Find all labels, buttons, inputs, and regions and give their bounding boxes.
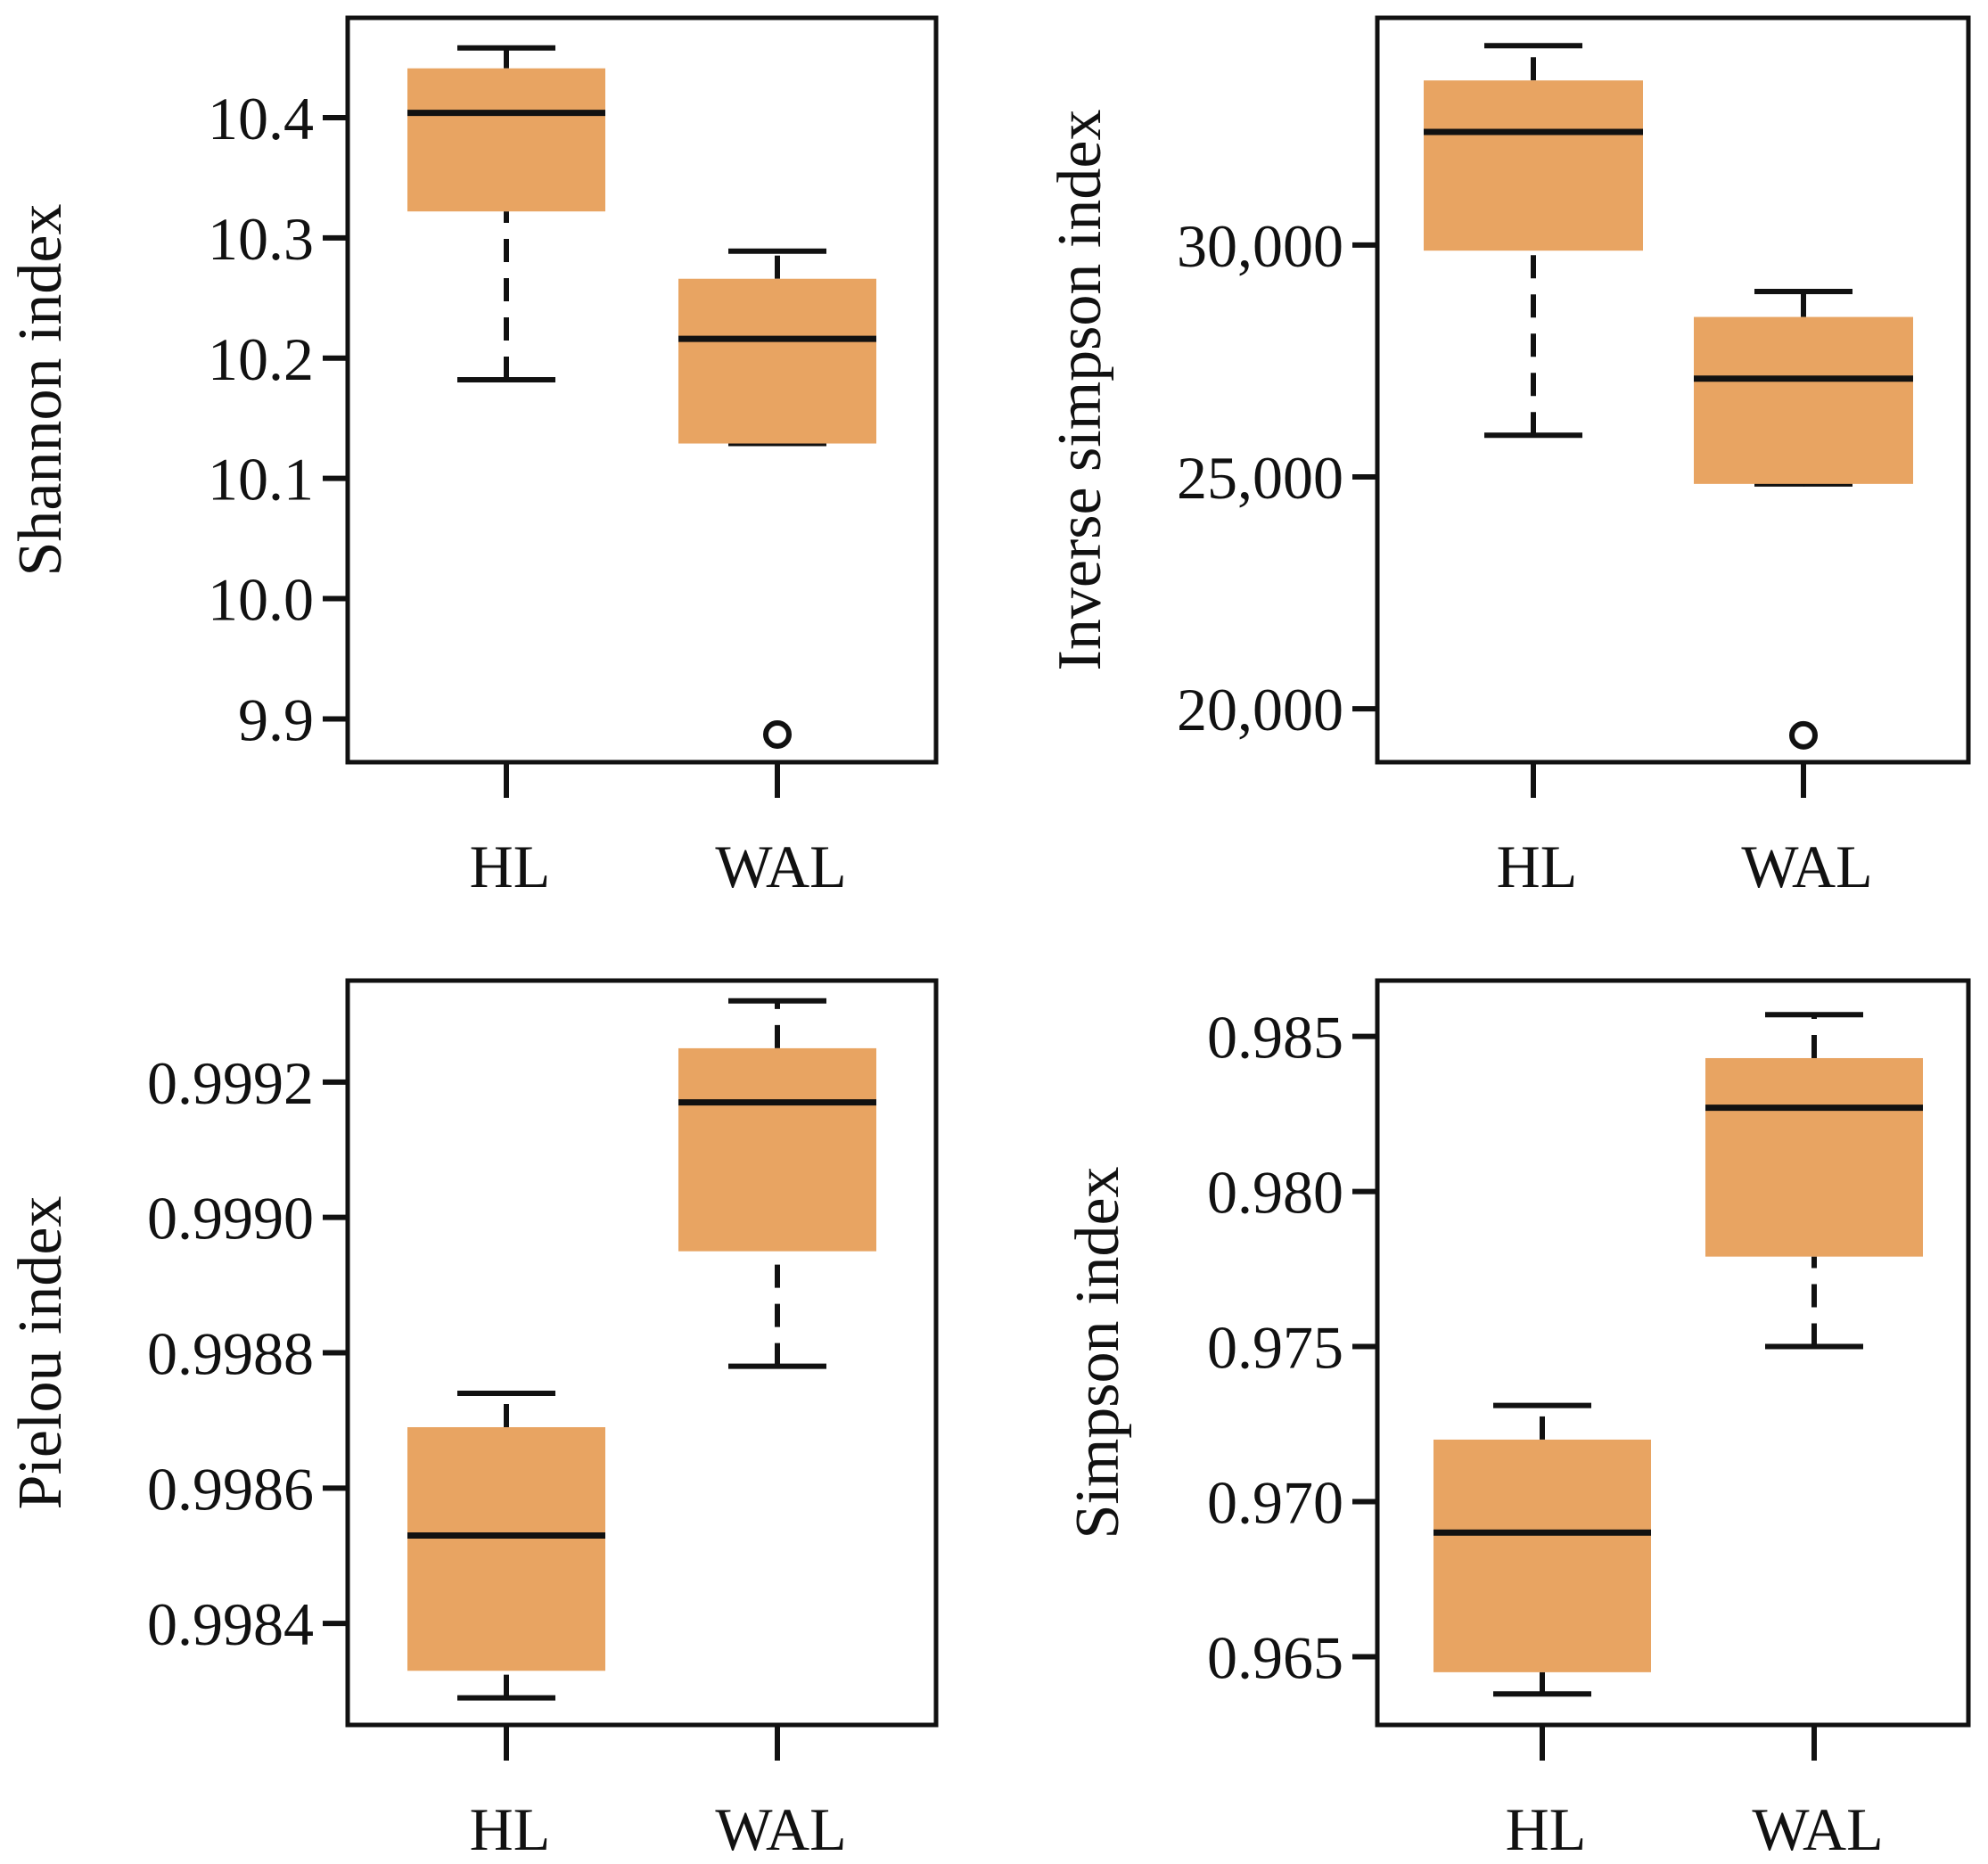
box-HL — [1433, 1439, 1651, 1672]
box-WAL — [1705, 1057, 1923, 1257]
plot-frame — [345, 15, 939, 765]
x-tick-label-hl: HL — [470, 1795, 551, 1863]
box-WAL — [1694, 316, 1913, 484]
y-tick-label: 10.1 — [208, 446, 314, 513]
x-tick-label-wal: WAL — [1741, 833, 1872, 900]
y-tick-label: 10.4 — [208, 85, 314, 152]
y-axis-title: Inverse simpson index — [1046, 110, 1114, 671]
box-WAL — [678, 278, 876, 444]
y-axis-title: Simpson index — [1064, 1166, 1132, 1539]
x-tick-label-wal: WAL — [1752, 1795, 1883, 1863]
y-tick-label: 0.9990 — [147, 1185, 314, 1252]
y-tick-label: 0.9984 — [147, 1590, 314, 1658]
plot-frame — [1375, 15, 1971, 765]
x-tick-label-hl: HL — [470, 833, 551, 900]
outlier-point — [763, 719, 792, 749]
box-HL — [407, 1427, 605, 1671]
y-tick-label: 10.3 — [208, 205, 314, 273]
y-tick-label: 0.985 — [1207, 1004, 1343, 1072]
y-tick-label: 10.0 — [208, 566, 314, 634]
chart-panel-4: 0.965 0.970 0.975 0.980 0.985 HL WAL Simpson in… — [1064, 978, 1971, 1863]
y-tick-label: 30,000 — [1177, 212, 1343, 280]
chart-panel-1: 9.9 10.0 10.1 10.2 10.3 10.4 HL WAL Shannon inde… — [6, 15, 939, 900]
plot-frame — [1375, 978, 1971, 1728]
chart-panel-2: 20,000 25,000 30,000 HL WAL Inverse simpson i… — [1046, 15, 1971, 900]
x-tick-label-wal: WAL — [715, 1795, 846, 1863]
y-tick-label: 0.965 — [1207, 1623, 1343, 1691]
x-tick-label-hl: HL — [1506, 1795, 1587, 1863]
box-HL — [407, 68, 605, 212]
y-tick-label: 9.9 — [238, 686, 314, 753]
box-HL — [1424, 80, 1643, 251]
y-tick-label: 0.9988 — [147, 1320, 314, 1388]
y-tick-label: 0.980 — [1207, 1159, 1343, 1227]
y-axis-title: Pielou index — [6, 1196, 75, 1510]
y-tick-label: 20,000 — [1177, 676, 1343, 743]
y-tick-label: 0.9986 — [147, 1455, 314, 1523]
box-WAL — [678, 1047, 876, 1252]
y-tick-label: 10.2 — [208, 325, 314, 393]
outlier-point — [1789, 720, 1818, 750]
y-axis-title: Shannon index — [6, 203, 75, 576]
y-tick-label: 0.975 — [1207, 1314, 1343, 1382]
x-tick-label-hl: HL — [1497, 833, 1578, 900]
x-tick-label-wal: WAL — [715, 833, 846, 900]
chart-panel-3: 0.9984 0.9986 0.9988 0.9990 0.9992 HL WAL Pielo… — [6, 978, 939, 1863]
y-tick-label: 25,000 — [1177, 444, 1343, 512]
y-tick-label: 0.9992 — [147, 1049, 314, 1117]
y-tick-label: 0.970 — [1207, 1469, 1343, 1537]
